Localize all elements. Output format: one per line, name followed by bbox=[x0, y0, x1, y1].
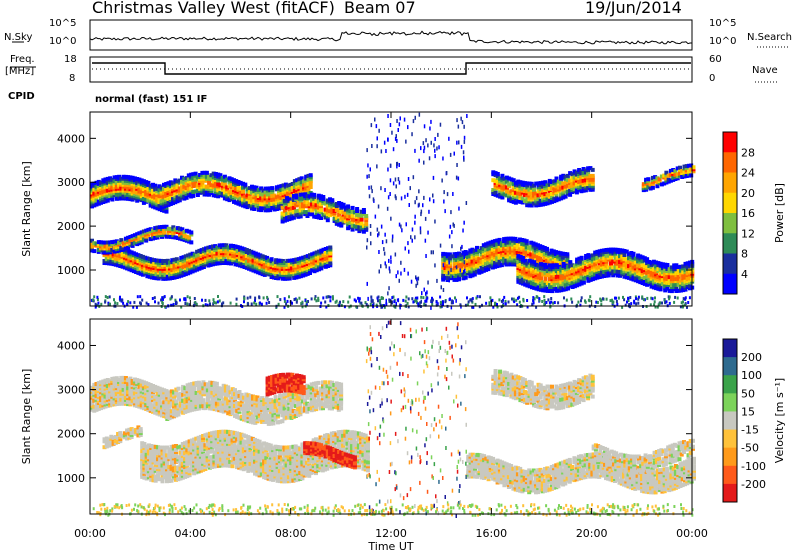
velocity-colorbar-segment bbox=[723, 411, 737, 431]
freq-tick-low: 8 bbox=[69, 73, 76, 84]
velocity-heatmap-cells bbox=[90, 320, 696, 518]
velocity-ylabel: Slant Range [km] bbox=[20, 369, 33, 465]
nsearch-label: N.Search bbox=[747, 32, 793, 43]
power-ytick-label: 3000 bbox=[57, 176, 85, 189]
power-colorbar-tick: 28 bbox=[741, 146, 755, 159]
power-heatmap-cells bbox=[90, 112, 696, 310]
velocity-colorbar-frame bbox=[722, 338, 738, 503]
velocity-colorbar-segment bbox=[723, 483, 737, 503]
velocity-colorbar-segment bbox=[723, 339, 737, 358]
page-title: Christmas Valley West (fitACF) bbox=[92, 0, 335, 17]
power-colorbar-tick: 12 bbox=[741, 227, 755, 240]
velocity-colorbar-tick: 200 bbox=[741, 351, 762, 364]
velocity-ytick-label: 4000 bbox=[57, 339, 85, 352]
power-colorbar-segment bbox=[723, 273, 737, 295]
velocity-colorbar-segment bbox=[723, 465, 737, 485]
freq-tick-high: 18 bbox=[64, 54, 77, 65]
power-colorbar-label: Power [dB] bbox=[773, 183, 786, 243]
xtick-label: 00:00 bbox=[74, 527, 106, 540]
nsky-tick-low: 10^0 bbox=[49, 36, 77, 47]
velocity-colorbar-tick: 100 bbox=[741, 369, 762, 382]
velocity-colorbar-tick: -50 bbox=[741, 442, 759, 455]
velocity-colorbar-segment bbox=[723, 393, 737, 412]
freq-panel-frame bbox=[89, 56, 693, 83]
power-colorbar-tick: 4 bbox=[741, 268, 748, 281]
velocity-colorbar-label: Velocity [m s⁻¹] bbox=[773, 378, 786, 463]
power-colorbar-segment bbox=[723, 233, 737, 254]
velocity-ytick-label: 3000 bbox=[57, 384, 85, 397]
cpid-label: CPID bbox=[8, 91, 35, 102]
freq-series-line bbox=[92, 62, 691, 75]
velocity-colorbar-tick: -15 bbox=[741, 424, 759, 437]
velocity-ytick-label: 2000 bbox=[57, 428, 85, 441]
nsearch-tick-high: 10^5 bbox=[709, 18, 737, 29]
velocity-colorbar-tick: -200 bbox=[741, 478, 766, 491]
xtick-label: 00:00 bbox=[676, 527, 708, 540]
velocity-ytick-label: 1000 bbox=[57, 472, 85, 485]
nsky-tick-high: 10^5 bbox=[49, 18, 77, 29]
power-ytick-label: 4000 bbox=[57, 132, 85, 145]
velocity-colorbar-tick: 15 bbox=[741, 405, 755, 418]
velocity-colorbar-tick: -100 bbox=[741, 460, 766, 473]
velocity-colorbar-tick: 50 bbox=[741, 387, 755, 400]
power-ylabel: Slant Range [km] bbox=[20, 161, 33, 257]
power-colorbar-segment bbox=[723, 132, 737, 153]
xtick-label: 12:00 bbox=[375, 527, 407, 540]
xaxis-label: Time UT bbox=[367, 540, 413, 553]
power-colorbar-segment bbox=[723, 253, 737, 275]
nave-label: Nave bbox=[752, 65, 778, 76]
beam-label: Beam 07 bbox=[344, 0, 416, 17]
power-colorbar-segment bbox=[723, 172, 737, 194]
nave-tick-high: 60 bbox=[709, 54, 722, 65]
freq-label: Freq. bbox=[10, 54, 35, 65]
xtick-label: 04:00 bbox=[174, 527, 206, 540]
date-label: 19/Jun/2014 bbox=[585, 0, 682, 17]
power-colorbar-tick: 20 bbox=[741, 187, 755, 200]
power-colorbar-segment bbox=[723, 152, 737, 173]
velocity-colorbar-segment bbox=[723, 375, 737, 394]
xtick-label: 20:00 bbox=[576, 527, 608, 540]
cpid-value: normal (fast) 151 IF bbox=[95, 94, 208, 105]
velocity-colorbar-segment bbox=[723, 447, 737, 467]
power-colorbar-segment bbox=[723, 192, 737, 214]
xtick-label: 16:00 bbox=[475, 527, 507, 540]
velocity-colorbar-segment bbox=[723, 429, 737, 449]
power-colorbar-tick: 16 bbox=[741, 207, 755, 220]
power-colorbar-segment bbox=[723, 213, 737, 234]
power-ytick-label: 2000 bbox=[57, 220, 85, 233]
freq-unit: [MHz] bbox=[5, 66, 35, 77]
nsky-label: N.Sky bbox=[4, 32, 33, 43]
power-colorbar-tick: 8 bbox=[741, 248, 748, 261]
nave-tick-low: 0 bbox=[709, 73, 716, 84]
xtick-label: 08:00 bbox=[275, 527, 307, 540]
power-colorbar-tick: 24 bbox=[741, 167, 755, 180]
power-ytick-label: 1000 bbox=[57, 264, 85, 277]
velocity-colorbar-segment bbox=[723, 357, 737, 376]
nsky-series-line bbox=[89, 30, 692, 45]
nsearch-tick-low: 10^0 bbox=[709, 36, 737, 47]
nsky-panel-frame bbox=[89, 19, 693, 51]
power-colorbar-frame bbox=[722, 131, 738, 295]
